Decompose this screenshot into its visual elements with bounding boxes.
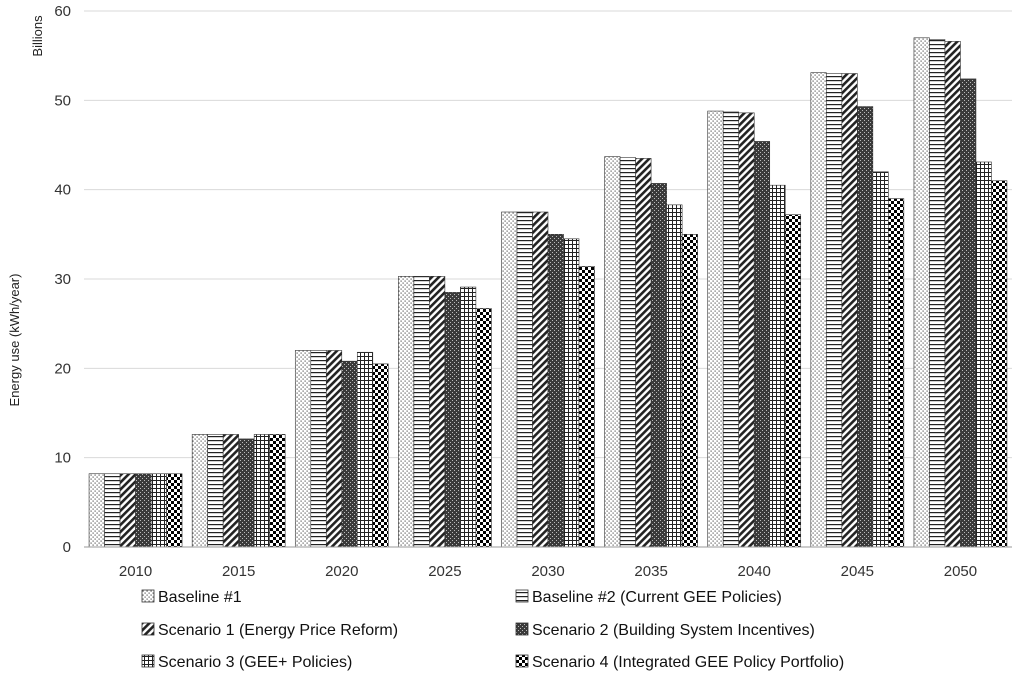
bar-2020-series-5: [356, 351, 374, 548]
bar-2040-series-3: [738, 112, 755, 548]
bar-2010-series-1: [88, 473, 105, 548]
legend-swatch: [515, 589, 529, 603]
bar-2030-series-3: [532, 211, 549, 548]
bar-2030-series-4: [547, 234, 564, 548]
bar-2015-series-3: [222, 434, 239, 548]
bar-2015-series-5: [253, 434, 270, 548]
legend-label: Baseline #1: [158, 589, 242, 606]
y-unit-label: Billions: [30, 15, 45, 57]
bar-2020-series-6: [372, 363, 389, 548]
bar-2045-series-3: [841, 73, 858, 548]
bar-2010-series-2: [104, 473, 121, 548]
bar-2050-series-5: [975, 161, 992, 548]
bar-2010-series-5: [150, 473, 167, 548]
legend-swatch: [141, 654, 155, 668]
legend-label: Scenario 1 (Energy Price Reform): [158, 622, 398, 639]
bar-2050-series-1: [913, 37, 930, 548]
bar-2045-series-1: [810, 72, 827, 548]
bar-2010-series-6: [166, 473, 183, 548]
bar-2050-series-3: [944, 41, 961, 548]
bar-2010-series-4: [135, 473, 152, 548]
bar-2045-series-2: [826, 73, 843, 548]
bar-2015-series-2: [207, 434, 224, 548]
bar-2025-series-1: [398, 276, 415, 548]
bar-2035-series-5: [666, 204, 683, 548]
y-tick-label: 10: [54, 450, 71, 467]
bar-2025-series-2: [413, 276, 430, 548]
legend-label: Scenario 4 (Integrated GEE Policy Portfo…: [532, 654, 844, 671]
x-tick-label: 2010: [119, 563, 152, 580]
bar-2040-series-1: [707, 110, 724, 548]
legend-label: Baseline #2 (Current GEE Policies): [532, 589, 782, 606]
bar-2035-series-6: [681, 234, 698, 548]
x-tick-label: 2050: [944, 563, 977, 580]
y-tick-label: 40: [54, 182, 71, 199]
bar-2045-series-5: [872, 171, 889, 548]
bar-2040-series-4: [753, 141, 771, 548]
bars: [88, 37, 1008, 548]
bar-2045-series-6: [888, 198, 905, 548]
bar-2010-series-3: [119, 473, 136, 548]
bar-2040-series-2: [722, 111, 740, 548]
x-tick-label: 2020: [325, 563, 358, 580]
bar-2015-series-1: [191, 434, 208, 548]
y-axis-title: Energy use (kWh/year): [7, 274, 22, 407]
bar-2050-series-4: [960, 78, 977, 548]
bar-2025-series-3: [429, 276, 446, 548]
bar-2035-series-4: [650, 183, 667, 548]
bar-2015-series-6: [269, 434, 286, 548]
bar-2020-series-3: [325, 350, 343, 548]
legend: Baseline #1 Baseline #2 (Current GEE Poli…: [141, 589, 844, 671]
bar-2015-series-4: [238, 438, 255, 548]
x-tick-label: 2035: [634, 563, 667, 580]
bar-2040-series-6: [784, 214, 802, 548]
bar-2030-series-1: [501, 211, 518, 548]
legend-swatch: [141, 622, 155, 636]
y-tick-label: 50: [54, 92, 71, 109]
bar-2050-series-6: [991, 180, 1008, 548]
x-tick-label: 2030: [531, 563, 564, 580]
y-tick-label: 20: [54, 360, 71, 377]
legend-swatch: [515, 654, 529, 668]
bar-2030-series-2: [516, 211, 533, 548]
bar-2030-series-6: [578, 266, 595, 548]
bar-2025-series-5: [460, 286, 477, 548]
legend-swatch: [141, 589, 155, 603]
bar-2025-series-6: [475, 308, 492, 548]
y-axis-ticks: 0 10 20 30 40 50 60: [54, 3, 71, 556]
bar-2045-series-4: [857, 106, 874, 548]
legend-swatch: [515, 622, 529, 636]
bar-2035-series-2: [619, 157, 636, 548]
x-tick-label: 2025: [428, 563, 461, 580]
bar-2025-series-4: [444, 292, 461, 548]
bar-2020-series-4: [341, 360, 358, 548]
x-tick-label: 2015: [222, 563, 255, 580]
y-tick-label: 30: [54, 271, 71, 288]
x-tick-label: 2040: [738, 563, 771, 580]
legend-label: Scenario 2 (Building System Incentives): [532, 622, 815, 639]
bar-2020-series-2: [310, 350, 327, 548]
y-tick-label: 0: [63, 539, 71, 556]
x-axis-ticks: 2010 2015 2020 2025 2030 2035 2040 2045 2050: [119, 563, 977, 580]
bar-2020-series-1: [294, 350, 312, 548]
bar-2030-series-5: [563, 238, 580, 548]
bar-2035-series-1: [604, 156, 621, 548]
bar-2050-series-2: [929, 39, 946, 548]
bar-2040-series-5: [769, 184, 786, 548]
y-tick-label: 60: [54, 3, 71, 20]
legend-label: Scenario 3 (GEE+ Policies): [158, 654, 352, 671]
x-tick-label: 2045: [841, 563, 874, 580]
bar-2035-series-3: [635, 158, 652, 548]
